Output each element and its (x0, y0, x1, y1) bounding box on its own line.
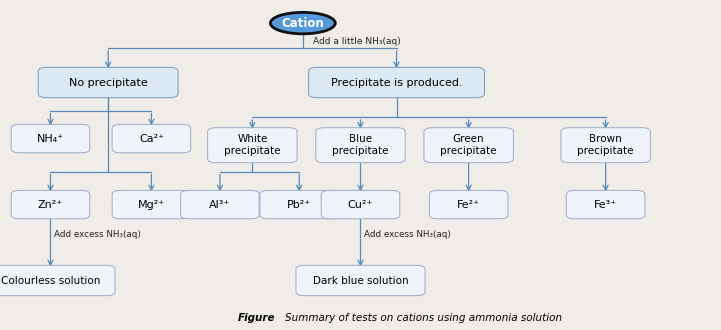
FancyBboxPatch shape (12, 124, 90, 153)
Text: Add a little NH₃(aq): Add a little NH₃(aq) (313, 37, 401, 46)
FancyBboxPatch shape (38, 67, 178, 98)
Text: Fe²⁺: Fe²⁺ (457, 200, 480, 210)
Text: Figure: Figure (238, 314, 275, 323)
FancyBboxPatch shape (208, 128, 297, 163)
Text: Dark blue solution: Dark blue solution (313, 276, 408, 285)
Text: Mg²⁺: Mg²⁺ (138, 200, 165, 210)
Text: No precipitate: No precipitate (68, 78, 148, 87)
FancyBboxPatch shape (0, 265, 115, 296)
Text: Cation: Cation (281, 16, 324, 30)
FancyBboxPatch shape (112, 190, 190, 219)
FancyBboxPatch shape (430, 190, 508, 219)
FancyBboxPatch shape (296, 265, 425, 296)
Text: Pb²⁺: Pb²⁺ (287, 200, 311, 210)
FancyBboxPatch shape (112, 124, 190, 153)
FancyBboxPatch shape (260, 190, 339, 219)
Text: Blue
precipitate: Blue precipitate (332, 134, 389, 156)
Ellipse shape (270, 12, 335, 34)
Text: Ca²⁺: Ca²⁺ (139, 134, 164, 144)
FancyBboxPatch shape (309, 67, 485, 98)
Text: Add excess NH₃(aq): Add excess NH₃(aq) (54, 230, 141, 239)
FancyBboxPatch shape (12, 190, 90, 219)
Text: Add excess NH₃(aq): Add excess NH₃(aq) (364, 230, 451, 239)
Text: Fe³⁺: Fe³⁺ (594, 200, 617, 210)
FancyBboxPatch shape (424, 128, 513, 163)
Text: Green
precipitate: Green precipitate (441, 134, 497, 156)
Text: Colourless solution: Colourless solution (1, 276, 100, 285)
FancyBboxPatch shape (316, 128, 405, 163)
FancyBboxPatch shape (322, 190, 399, 219)
Text: Zn²⁺: Zn²⁺ (38, 200, 63, 210)
FancyBboxPatch shape (180, 190, 260, 219)
Text: Al³⁺: Al³⁺ (209, 200, 231, 210)
FancyBboxPatch shape (561, 128, 650, 163)
Text: Summary of tests on cations using ammonia solution: Summary of tests on cations using ammoni… (285, 314, 562, 323)
Text: Cu²⁺: Cu²⁺ (348, 200, 373, 210)
Text: Precipitate is produced.: Precipitate is produced. (331, 78, 462, 87)
Text: White
precipitate: White precipitate (224, 134, 280, 156)
FancyBboxPatch shape (567, 190, 645, 219)
Text: Brown
precipitate: Brown precipitate (578, 134, 634, 156)
Text: NH₄⁺: NH₄⁺ (37, 134, 64, 144)
